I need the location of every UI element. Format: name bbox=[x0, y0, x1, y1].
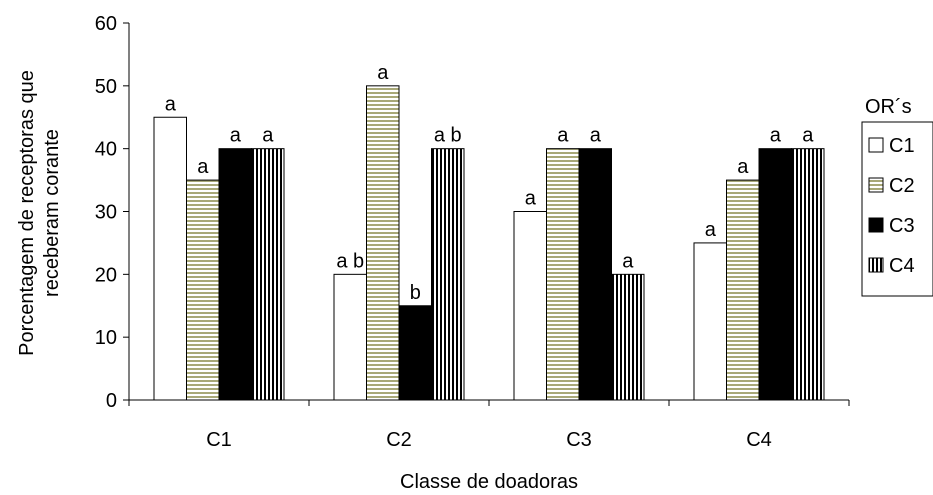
y-tick-label: 0 bbox=[106, 390, 117, 412]
data-label: a bbox=[705, 219, 717, 241]
bar-c1-c1 bbox=[153, 116, 187, 401]
bar-c4-c2 bbox=[726, 179, 760, 401]
y-tick-label: 10 bbox=[95, 327, 117, 349]
legend-box bbox=[861, 121, 933, 297]
bars bbox=[153, 85, 825, 401]
bar-c4-c4 bbox=[791, 148, 825, 401]
data-label: a bbox=[165, 93, 177, 115]
legend-swatch bbox=[868, 257, 884, 273]
legend: OR´s C1 C2 C3 C4 bbox=[861, 96, 933, 297]
bar-c3-c1 bbox=[513, 211, 547, 401]
data-label: a bbox=[230, 125, 242, 147]
legend-swatch bbox=[868, 217, 884, 233]
bar-c2-c4 bbox=[431, 148, 465, 401]
y-tick-label: 40 bbox=[95, 139, 117, 161]
legend-label: C3 bbox=[889, 215, 915, 237]
legend-label: C1 bbox=[889, 135, 915, 157]
y-tick-label: 20 bbox=[95, 264, 117, 286]
data-label: b bbox=[410, 282, 421, 304]
x-tick-label: C3 bbox=[566, 429, 592, 451]
data-label: a bbox=[377, 62, 389, 84]
y-tick-label: 50 bbox=[95, 76, 117, 98]
bar-c3-c2 bbox=[546, 148, 580, 401]
data-label: a bbox=[262, 125, 274, 147]
bar-c4-c3 bbox=[758, 148, 792, 401]
x-axis-title: Classe de doadoras bbox=[400, 471, 578, 493]
data-label: a bbox=[557, 125, 569, 147]
bar-c1-c3 bbox=[218, 148, 252, 401]
y-axis-title-line-1: Porcentagem de receptoras que bbox=[16, 70, 38, 356]
bar-c3-c4 bbox=[611, 273, 645, 401]
data-label: a bbox=[737, 156, 749, 178]
legend-swatch bbox=[868, 137, 884, 153]
data-label: a b bbox=[434, 125, 462, 147]
legend-label: C4 bbox=[889, 255, 915, 277]
legend-title: OR´s bbox=[865, 96, 912, 118]
bar-c1-c4 bbox=[251, 148, 285, 401]
data-label: a bbox=[770, 125, 782, 147]
y-tick-label: 30 bbox=[95, 202, 117, 224]
bar-c2-c1 bbox=[333, 273, 367, 401]
data-label: a b bbox=[336, 250, 364, 272]
axes: 0 10 20 30 40 50 60 C1 C2 C3 C4 bbox=[95, 13, 850, 451]
legend-label: C2 bbox=[889, 175, 915, 197]
data-label: a bbox=[590, 125, 602, 147]
data-label: a bbox=[622, 250, 634, 272]
y-axis-title-line-2: receberam corante bbox=[41, 129, 63, 297]
bar-c2-c3 bbox=[398, 305, 432, 401]
data-label: a bbox=[525, 188, 537, 210]
x-tick-label: C4 bbox=[746, 429, 772, 451]
bar-c1-c2 bbox=[186, 179, 220, 401]
bar-c3-c3 bbox=[578, 148, 612, 401]
legend-swatch bbox=[868, 177, 884, 193]
y-tick-label: 60 bbox=[95, 13, 117, 35]
bar-c2-c2 bbox=[366, 85, 400, 401]
data-label: a bbox=[197, 156, 209, 178]
bar-c4-c1 bbox=[693, 242, 727, 401]
x-tick-label: C2 bbox=[386, 429, 412, 451]
data-label: a bbox=[802, 125, 814, 147]
x-tick-label: C1 bbox=[206, 429, 232, 451]
